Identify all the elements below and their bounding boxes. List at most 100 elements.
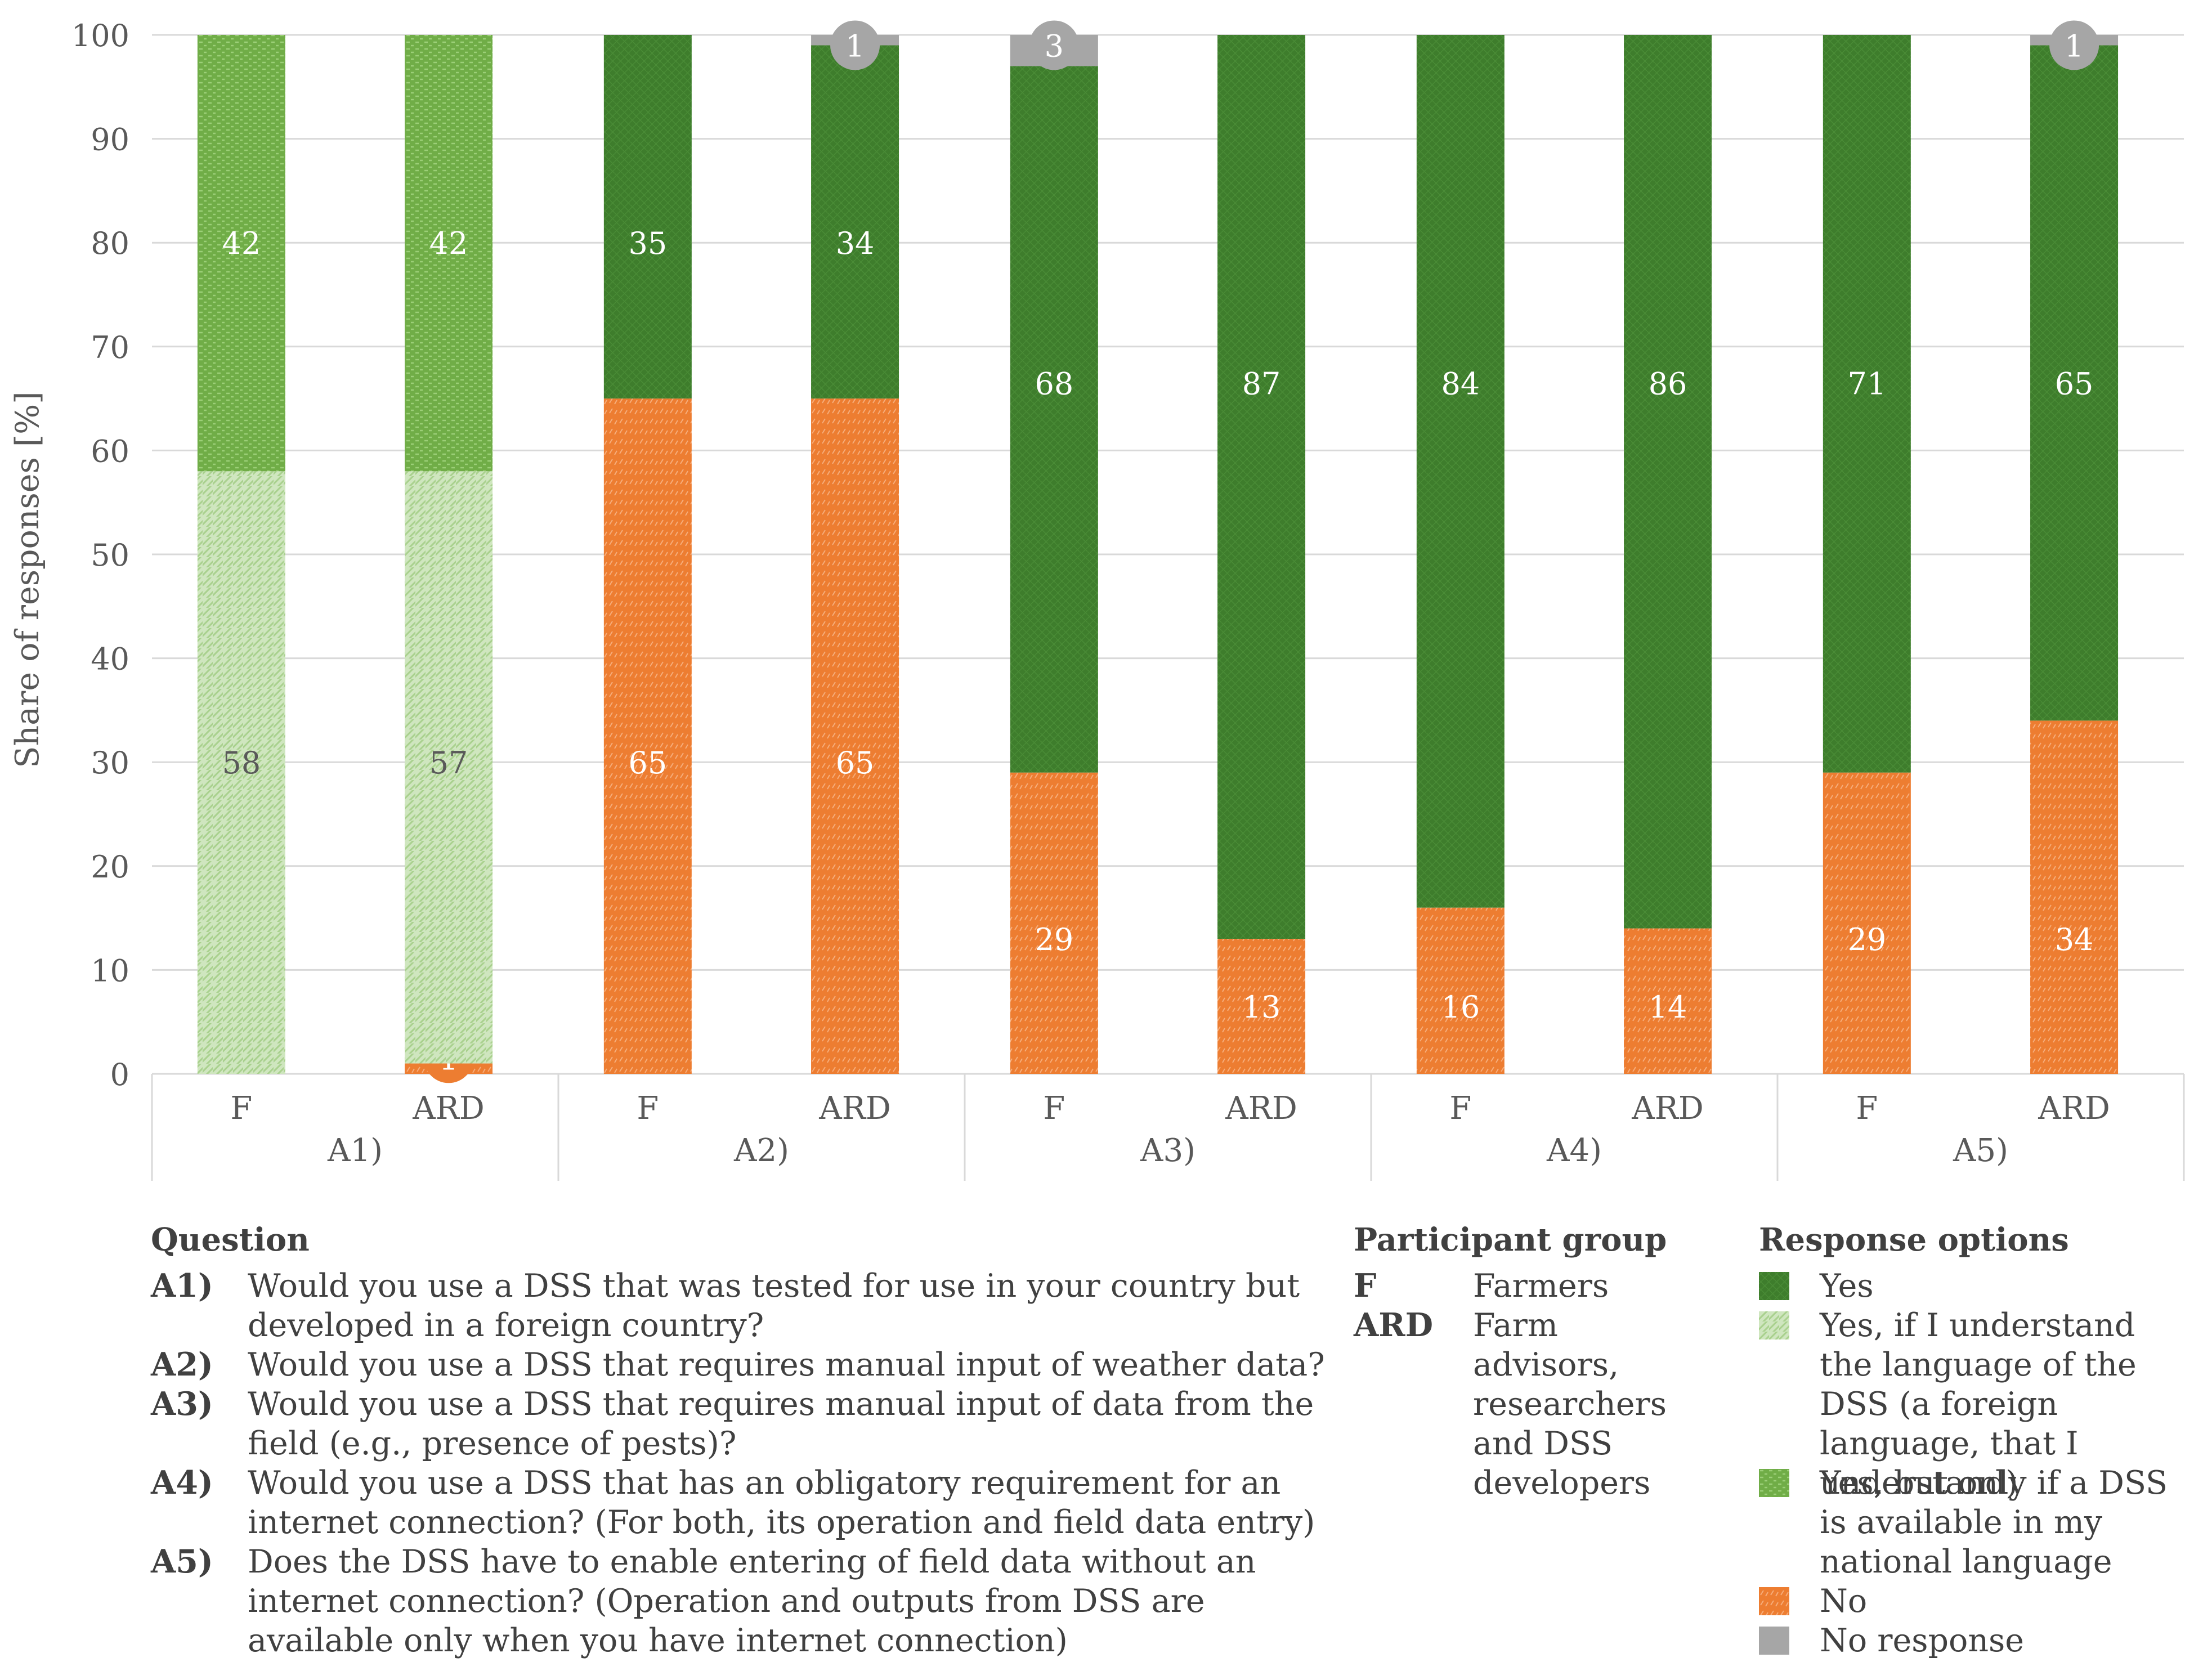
group-label: A1) bbox=[327, 1132, 383, 1169]
y-tick-label: 90 bbox=[91, 122, 129, 158]
y-tick-label: 50 bbox=[91, 537, 129, 573]
bar-segment-yes-national bbox=[197, 35, 285, 472]
bar-segment-yes-understand bbox=[197, 471, 285, 1074]
bar-segment-yes bbox=[1217, 35, 1306, 939]
y-tick-label: 60 bbox=[91, 433, 129, 469]
x-axis: F ARD A1) F ARD A2) F ARD A3) F ARD A4) F ARD A5) bbox=[151, 1074, 2185, 1181]
y-tick-label: 70 bbox=[91, 330, 129, 365]
data-label: 3 bbox=[1045, 28, 1064, 64]
data-label-bubble bbox=[1029, 20, 1079, 70]
data-label: 42 bbox=[429, 226, 468, 261]
bar-segment-no bbox=[1217, 939, 1306, 1074]
data-label: 65 bbox=[628, 745, 667, 781]
y-axis-tick-labels: 0 10 20 30 40 50 60 70 80 90 100 bbox=[71, 18, 129, 1092]
y-tick-label: 40 bbox=[91, 642, 129, 677]
data-label: 34 bbox=[2055, 922, 2094, 957]
question-code: A4) bbox=[151, 1464, 213, 1502]
data-label: 13 bbox=[1242, 989, 1281, 1025]
response-text: Yes bbox=[1820, 1267, 1874, 1305]
question-code: A5) bbox=[151, 1543, 213, 1580]
legend-swatch-no bbox=[1759, 1587, 1789, 1615]
x-tick-label: F bbox=[1856, 1090, 1878, 1127]
y-axis-label: Share of responses [%] bbox=[9, 391, 46, 768]
y-tick-label: 10 bbox=[91, 953, 129, 988]
bar-segment-yes bbox=[1823, 35, 1911, 773]
question-text: Would you use a DSS that requires manual… bbox=[248, 1346, 1325, 1383]
data-label: 14 bbox=[1649, 989, 1687, 1025]
question-text: Does the DSS have to enable entering of … bbox=[248, 1543, 1256, 1659]
bar-segment-yes bbox=[1416, 35, 1505, 908]
bars: 58 42 1 57 42 65 35 65 34 1 29 68 3 13 87 16 84 14 86 29 71 3… bbox=[197, 20, 2119, 1083]
response-legend-title: Response options bbox=[1759, 1221, 2069, 1258]
y-tick-label: 30 bbox=[91, 745, 129, 781]
response-text: Yes, if I understand the language of the… bbox=[1820, 1307, 2137, 1502]
question-code: A3) bbox=[151, 1385, 213, 1423]
bar-segment-yes bbox=[1624, 35, 1712, 929]
x-tick-label: ARD bbox=[412, 1090, 485, 1127]
question-text: Would you use a DSS that has an obligato… bbox=[248, 1464, 1315, 1541]
question-code: A2) bbox=[151, 1346, 213, 1383]
question-legend-title: Question bbox=[151, 1221, 310, 1258]
response-text: Yes, but only if a DSS is available in m… bbox=[1820, 1464, 2168, 1580]
legend-swatch-no-response bbox=[1759, 1627, 1789, 1655]
data-label: 87 bbox=[1242, 366, 1281, 401]
data-label-bubble bbox=[830, 20, 880, 70]
bar-segment-no bbox=[1010, 772, 1098, 1074]
data-label: 29 bbox=[1847, 922, 1886, 957]
x-tick-label: F bbox=[1449, 1090, 1471, 1127]
legend-area: Question Participant group Response opti… bbox=[0, 1221, 2194, 1672]
data-label: 16 bbox=[1441, 989, 1480, 1025]
legend-swatch-yes bbox=[1759, 1272, 1789, 1300]
data-label: 65 bbox=[2055, 366, 2094, 401]
bar-segment-yes-national bbox=[405, 35, 493, 472]
x-tick-label: ARD bbox=[1631, 1090, 1704, 1127]
x-tick-label: F bbox=[1043, 1090, 1065, 1127]
bar-segment-yes-understand bbox=[405, 471, 493, 1064]
y-tick-label: 20 bbox=[91, 849, 129, 885]
data-label: 58 bbox=[222, 745, 261, 781]
data-label: 84 bbox=[1441, 366, 1480, 401]
x-tick-label: F bbox=[230, 1090, 252, 1127]
stacked-bar-chart: 0 10 20 30 40 50 60 70 80 90 100 Share of response… bbox=[9, 18, 2185, 1181]
data-label: 86 bbox=[1649, 366, 1687, 401]
x-tick-label: ARD bbox=[2038, 1090, 2110, 1127]
participant-code: ARD bbox=[1354, 1306, 1434, 1344]
participant-legend-title: Participant group bbox=[1354, 1221, 1667, 1258]
data-label-bubble bbox=[2049, 20, 2099, 70]
question-code: A1) bbox=[151, 1267, 213, 1305]
bar-segment-yes bbox=[1010, 66, 1098, 773]
response-text: No response bbox=[1820, 1622, 2025, 1659]
bar-segment-no bbox=[2030, 720, 2119, 1074]
bar-segment-yes bbox=[603, 35, 692, 399]
group-label: A2) bbox=[733, 1132, 789, 1169]
data-label: 35 bbox=[628, 226, 667, 261]
data-label: 57 bbox=[429, 745, 468, 781]
y-tick-label: 80 bbox=[91, 226, 129, 261]
data-label: 65 bbox=[836, 745, 875, 781]
data-label: 34 bbox=[836, 226, 875, 261]
x-tick-label: ARD bbox=[818, 1090, 891, 1127]
group-label: A4) bbox=[1546, 1132, 1602, 1169]
data-label: 71 bbox=[1847, 366, 1886, 401]
x-tick-label: ARD bbox=[1225, 1090, 1297, 1127]
bar-segment-no bbox=[1416, 907, 1505, 1074]
y-tick-label: 100 bbox=[71, 18, 129, 53]
legend-swatch-yes-national bbox=[1759, 1469, 1789, 1497]
participant-text: Farm advisors, researchers and DSS devel… bbox=[1473, 1307, 1667, 1502]
x-tick-label: F bbox=[637, 1090, 659, 1127]
group-label: A5) bbox=[1953, 1132, 2008, 1169]
data-label: 68 bbox=[1035, 366, 1073, 401]
question-text: Would you use a DSS that was tested for … bbox=[248, 1267, 1300, 1344]
bar-segment-no bbox=[1624, 928, 1712, 1074]
question-text: Would you use a DSS that requires manual… bbox=[248, 1386, 1314, 1462]
response-text: No bbox=[1820, 1583, 1868, 1620]
legend-swatch-yes-understand bbox=[1759, 1311, 1789, 1339]
bar-segment-no bbox=[603, 398, 692, 1074]
data-label: 1 bbox=[845, 28, 865, 64]
bar-segment-no bbox=[811, 398, 899, 1074]
data-label: 29 bbox=[1035, 922, 1073, 957]
y-tick-label: 0 bbox=[110, 1057, 129, 1092]
group-label: A3) bbox=[1140, 1132, 1195, 1169]
participant-code: F bbox=[1354, 1267, 1377, 1305]
bar-segment-yes bbox=[2030, 45, 2119, 721]
